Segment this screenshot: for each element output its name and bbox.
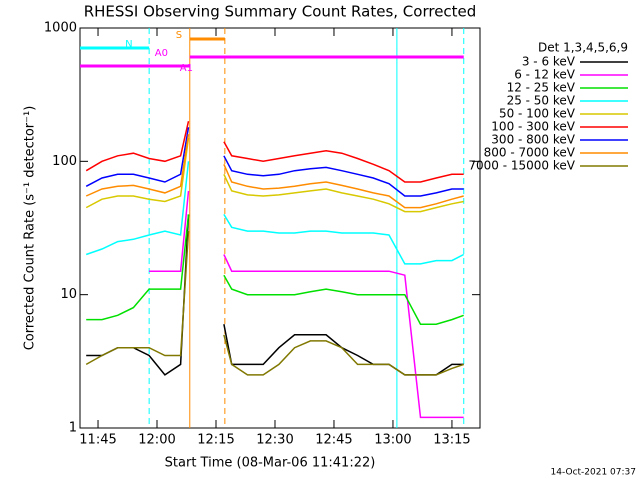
series-line (223, 163, 464, 209)
legend-label: 300 - 800 keV (491, 133, 575, 147)
series-line (85, 231, 190, 366)
legend-label: 6 - 12 keV (514, 68, 576, 82)
x-axis-label: Start Time (08-Mar-06 11:41:22) (165, 456, 376, 471)
series-line (85, 133, 190, 197)
legend-label: 7000 - 15000 keV (468, 159, 575, 173)
legend-label: 50 - 100 keV (499, 107, 576, 121)
series-line (85, 121, 190, 172)
legend-label: 3 - 6 keV (522, 55, 576, 69)
series-line (86, 214, 190, 321)
legend-title: Det 1,3,4,5,6,9 (538, 41, 628, 55)
series-line (223, 141, 464, 183)
footer: 14-Oct-2021 07:37 (551, 468, 636, 478)
y-tick-label: 100 (52, 154, 77, 169)
y-tick-label: 10 (60, 287, 77, 302)
chart-title: RHESSI Observing Summary Count Rates, Co… (84, 3, 477, 21)
series-line (85, 161, 190, 256)
band-label: A0 (155, 48, 168, 59)
band-label: A1 (180, 63, 193, 74)
y-tick-label: 1000 (44, 21, 77, 36)
x-tick-label: 12:45 (315, 433, 352, 448)
series-line (223, 274, 464, 325)
band-label: S (176, 30, 182, 41)
series-line (149, 190, 190, 272)
series-line (223, 254, 464, 419)
x-tick-label: 13:15 (433, 433, 470, 448)
legend-label: 12 - 25 keV (507, 81, 576, 95)
legend-label: 800 - 7000 keV (484, 146, 576, 160)
y-tick-label: 1 (69, 421, 77, 436)
series-line (85, 137, 190, 209)
series-line (223, 214, 465, 265)
x-tick-label: 12:00 (138, 433, 175, 448)
x-tick-label: 12:30 (256, 433, 293, 448)
series-line (223, 173, 464, 213)
series-line (223, 155, 464, 197)
x-tick-label: 13:00 (374, 433, 411, 448)
plot-frame (79, 27, 481, 429)
x-tick-label: 12:15 (197, 433, 234, 448)
y-axis-label: Corrected Count Rate (s⁻¹ detector⁻¹) (23, 106, 38, 351)
series-line (85, 127, 190, 187)
x-tick-label: 11:45 (79, 433, 116, 448)
legend-label: 100 - 300 keV (491, 120, 575, 134)
series-line (223, 334, 464, 376)
band-label: N (125, 39, 132, 50)
legend-label: 25 - 50 keV (507, 94, 576, 108)
